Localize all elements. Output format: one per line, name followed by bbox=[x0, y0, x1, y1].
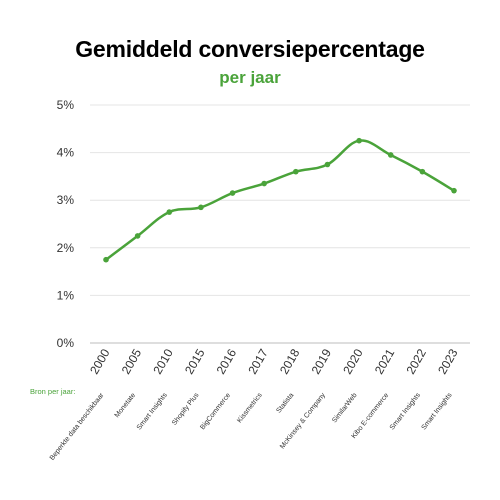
y-tick-label: 0% bbox=[57, 336, 75, 350]
data-point bbox=[324, 161, 331, 168]
data-point bbox=[134, 233, 141, 239]
y-tick-label: 3% bbox=[57, 193, 75, 207]
source-name: Smart Insights bbox=[421, 392, 454, 432]
chart-subtitle: per jaar bbox=[219, 68, 281, 87]
x-tick-label: 2016 bbox=[214, 346, 240, 376]
data-point bbox=[293, 168, 299, 175]
x-tick-label: 2021 bbox=[372, 346, 398, 376]
source-name: Smart Insights bbox=[136, 392, 169, 432]
x-tick-label: 2018 bbox=[277, 346, 303, 376]
x-tick-label: 2017 bbox=[245, 346, 271, 376]
x-tick-label: 2020 bbox=[340, 346, 366, 376]
x-tick-label: 2023 bbox=[435, 346, 461, 376]
source-name: BigCommerce bbox=[199, 392, 232, 431]
x-tick-label: 2015 bbox=[182, 346, 208, 376]
x-tick-label: 2000 bbox=[87, 346, 113, 376]
source-name: Shopify Plus bbox=[171, 392, 201, 427]
series-line bbox=[104, 139, 456, 261]
source-name: Monetate bbox=[114, 392, 138, 419]
source-name: SimilarWeb bbox=[331, 392, 359, 424]
chart-title: Gemiddeld conversiepercentage bbox=[75, 36, 425, 62]
y-tick-label: 4% bbox=[57, 146, 75, 160]
data-point bbox=[356, 137, 362, 144]
data-point bbox=[229, 190, 236, 196]
x-tick-label: 2019 bbox=[309, 346, 335, 376]
x-tick-label: 2010 bbox=[150, 346, 176, 376]
source-name: Kissmetrics bbox=[236, 392, 264, 425]
source-name: Kibo E-commerce bbox=[351, 392, 391, 440]
data-point bbox=[103, 256, 109, 263]
source-name: Beperkte data beschikbaar bbox=[49, 391, 106, 461]
y-tick-label: 5% bbox=[57, 98, 75, 112]
source-name: Statista bbox=[275, 392, 295, 415]
x-tick-label: 2005 bbox=[119, 346, 145, 376]
data-point bbox=[419, 168, 426, 175]
data-point bbox=[261, 180, 267, 187]
data-point bbox=[166, 209, 173, 215]
x-tick-label: 2022 bbox=[403, 346, 429, 376]
source-label: Bron per jaar: bbox=[30, 387, 75, 396]
y-tick-label: 2% bbox=[57, 241, 75, 255]
source-name: Smart Insights bbox=[389, 392, 422, 432]
y-tick-label: 1% bbox=[57, 288, 75, 302]
data-point bbox=[198, 204, 204, 211]
data-point bbox=[387, 152, 394, 158]
data-point bbox=[451, 187, 457, 194]
